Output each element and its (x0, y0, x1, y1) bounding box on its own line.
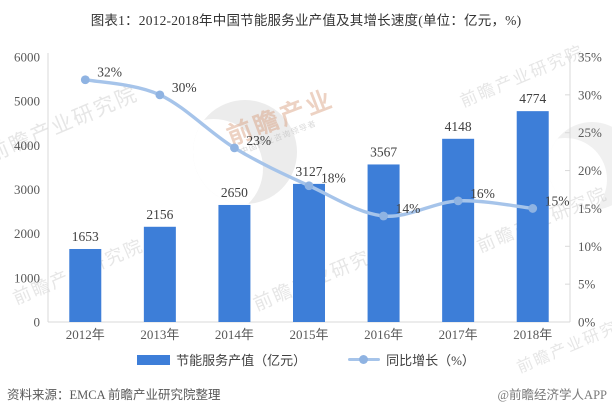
legend-line-swatch (348, 355, 381, 364)
chart-title: 图表1：2012-2018年中国节能服务业产值及其增长速度(单位：亿元，%) (90, 13, 522, 28)
right-axis-tick-label: 25% (578, 125, 602, 140)
chart-area: 0 1000 2000 3000 4000 5000 6000 0% 5% 10% 15% 20% 25… (14, 50, 602, 343)
legend-bar-label: 节能服务产值（亿元） (176, 353, 307, 368)
bar-2014年 (218, 204, 251, 322)
legend-line-marker (359, 355, 369, 364)
line-marker-2017年 (453, 196, 463, 206)
bar-2016年 (367, 164, 400, 322)
bar-value-label: 3127 (296, 164, 323, 179)
bar-value-label: 3567 (370, 144, 397, 159)
bar-value-label: 1653 (72, 229, 99, 244)
right-axis-tick-label: 10% (578, 239, 602, 254)
x-axis-label: 2013年 (140, 327, 179, 342)
line-marker-2016年 (379, 211, 388, 221)
line-marker-2018年 (528, 204, 538, 213)
x-axis-label: 2014年 (215, 327, 254, 342)
x-axis-label: 2016年 (364, 327, 403, 342)
bar-value-label: 4774 (519, 91, 546, 106)
line-value-label: 18% (321, 171, 346, 186)
line-value-label: 16% (470, 186, 495, 201)
x-axis-label: 2017年 (439, 327, 478, 342)
line-marker-2012年 (80, 75, 90, 85)
legend-item-growth-rate: 同比增长（%） (348, 350, 475, 369)
source-note: 资料来源：EMCA 前瞻产业研究院整理 (7, 388, 221, 402)
bar-2018年 (516, 111, 549, 322)
x-axis-label: 2012年 (66, 327, 105, 342)
right-axis-tick-label: 30% (578, 87, 602, 102)
legend-line-label: 同比增长（%） (386, 353, 475, 368)
bar-value-label: 2156 (146, 207, 173, 222)
line-value-label: 14% (396, 201, 421, 216)
x-axis-label: 2018年 (513, 327, 552, 342)
bar-value-label: 4148 (445, 119, 472, 134)
bar-2013年 (143, 226, 176, 322)
brand-credit: @前瞻经济学人APP (497, 388, 607, 402)
left-axis-tick-label: 5000 (14, 94, 40, 109)
line-marker-2015年 (304, 181, 314, 191)
legend-item-output-value: 节能服务产值（亿元） (137, 350, 306, 369)
bar-2012年 (69, 248, 102, 322)
right-axis-tick-label: 0% (578, 315, 596, 330)
bar-value-label: 2650 (221, 185, 248, 200)
line-value-label: 23% (246, 133, 271, 148)
left-axis-tick-label: 2000 (14, 226, 40, 241)
left-axis-tick-label: 4000 (14, 138, 40, 153)
line-value-label: 30% (172, 80, 197, 95)
legend-bar-swatch (137, 354, 171, 365)
left-axis-tick-label: 3000 (14, 182, 40, 197)
right-axis-tick-label: 20% (578, 163, 602, 178)
x-axis-label: 2015年 (289, 327, 328, 342)
line-value-label: 32% (97, 65, 122, 80)
left-axis-tick-label: 1000 (14, 270, 40, 285)
bar-2015年 (293, 183, 325, 322)
line-marker-2014年 (230, 143, 239, 153)
right-axis-tick-label: 5% (578, 277, 596, 292)
line-value-label: 15% (545, 193, 570, 208)
left-axis-tick-label: 0 (34, 315, 41, 330)
line-marker-2013年 (155, 90, 165, 100)
chart-legend: 节能服务产值（亿元） 同比增长（%） (0, 350, 612, 369)
right-axis-tick-label: 35% (578, 50, 602, 65)
left-axis-tick-label: 6000 (14, 50, 40, 65)
bar-2017年 (442, 138, 475, 322)
right-axis-tick-label: 15% (578, 201, 602, 216)
